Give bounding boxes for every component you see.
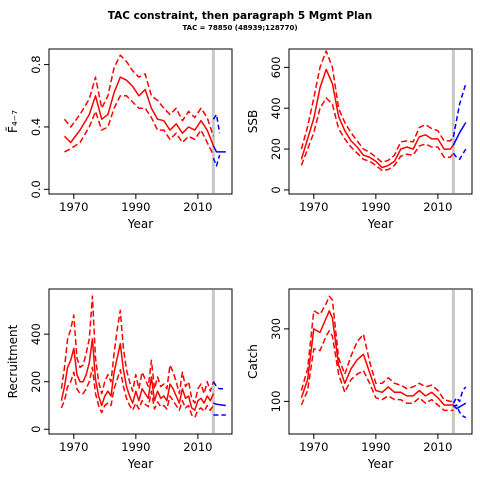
x-tick-label: 1970 bbox=[299, 200, 328, 214]
panel-1: 1970 1990 2010 0.0 0.4 0.8 Year F̄₄₋₇ bbox=[6, 48, 233, 231]
panel-2: 1970 1990 2010 0 200 400 600 Year SSB bbox=[246, 48, 473, 231]
series-group bbox=[300, 295, 467, 419]
series-lower-line bbox=[300, 329, 454, 412]
series-forecast-upper-line bbox=[452, 386, 467, 404]
figure-subtitle: TAC = 78850 (48939;128770) bbox=[182, 24, 298, 32]
series-forecast-upper-line bbox=[212, 381, 226, 390]
x-axis-label: Year bbox=[127, 217, 153, 231]
x-tick-label: 1990 bbox=[121, 200, 150, 214]
x-axis-label: Year bbox=[127, 457, 153, 471]
series-lower-line bbox=[64, 95, 215, 156]
y-tick-label: 0.8 bbox=[29, 55, 43, 73]
x-axis-label: Year bbox=[367, 457, 393, 471]
series-forecast-median-line bbox=[212, 145, 226, 153]
y-axis-label: Catch bbox=[246, 344, 260, 379]
series-upper-line bbox=[63, 54, 215, 137]
series-forecast-upper-line bbox=[212, 113, 221, 134]
series-forecast-median-line bbox=[452, 122, 467, 146]
series-group bbox=[60, 295, 226, 419]
figure-title: TAC constraint, then paragraph 5 Mgmt Pl… bbox=[107, 10, 373, 22]
x-tick-label: 1990 bbox=[361, 200, 390, 214]
y-tick-label: 400 bbox=[269, 97, 283, 119]
y-tick-label: 400 bbox=[29, 323, 43, 345]
series-median-line bbox=[300, 310, 454, 406]
y-tick-label: 0.0 bbox=[29, 180, 43, 198]
series-upper-line bbox=[300, 295, 454, 403]
plot-frame bbox=[288, 288, 473, 435]
series-median-line bbox=[300, 68, 454, 169]
panel-4: 1970 1990 2010 100 300 Year Catch bbox=[246, 288, 473, 471]
series-group bbox=[300, 50, 467, 172]
x-tick-label: 1970 bbox=[59, 200, 88, 214]
panel-3: 1970 1990 2010 0 200 400 Year Recruitment bbox=[6, 288, 233, 471]
x-tick-label: 1970 bbox=[299, 440, 328, 454]
series-lower-line bbox=[60, 366, 215, 419]
plot-frame bbox=[288, 48, 473, 195]
series-forecast-lower-line bbox=[453, 404, 467, 419]
y-tick-label: 0 bbox=[269, 186, 283, 193]
y-axis-label: F̄₄₋₇ bbox=[6, 110, 20, 133]
x-tick-label: 2010 bbox=[423, 440, 452, 454]
series-forecast-median-line bbox=[452, 402, 467, 410]
series-median-line bbox=[63, 76, 215, 146]
x-tick-label: 2010 bbox=[423, 200, 452, 214]
y-tick-label: 0.4 bbox=[29, 118, 43, 136]
x-axis-label: Year bbox=[367, 217, 393, 231]
y-axis-label: SSB bbox=[246, 110, 260, 133]
x-tick-label: 2010 bbox=[183, 200, 212, 214]
series-forecast-lower-line bbox=[212, 154, 221, 167]
series-upper-line bbox=[300, 50, 454, 164]
y-tick-label: 100 bbox=[269, 390, 283, 412]
y-tick-label: 200 bbox=[269, 138, 283, 160]
x-tick-label: 1990 bbox=[361, 440, 390, 454]
y-tick-label: 200 bbox=[29, 371, 43, 393]
series-upper-line bbox=[60, 295, 215, 404]
y-axis-label: Recruitment bbox=[6, 324, 20, 398]
x-tick-label: 2010 bbox=[183, 440, 212, 454]
plot-frame bbox=[48, 48, 233, 195]
x-tick-label: 1990 bbox=[121, 440, 150, 454]
series-forecast-median-line bbox=[213, 402, 226, 407]
y-tick-label: 600 bbox=[269, 56, 283, 78]
series-forecast-lower-line bbox=[452, 148, 467, 161]
series-median-line bbox=[60, 338, 215, 411]
plot-frame bbox=[48, 288, 233, 435]
y-tick-label: 300 bbox=[269, 318, 283, 340]
x-tick-label: 1970 bbox=[59, 440, 88, 454]
series-forecast-upper-line bbox=[452, 83, 467, 137]
series-group bbox=[63, 54, 226, 167]
series-lower-line bbox=[300, 97, 454, 172]
y-tick-label: 0 bbox=[29, 426, 43, 433]
